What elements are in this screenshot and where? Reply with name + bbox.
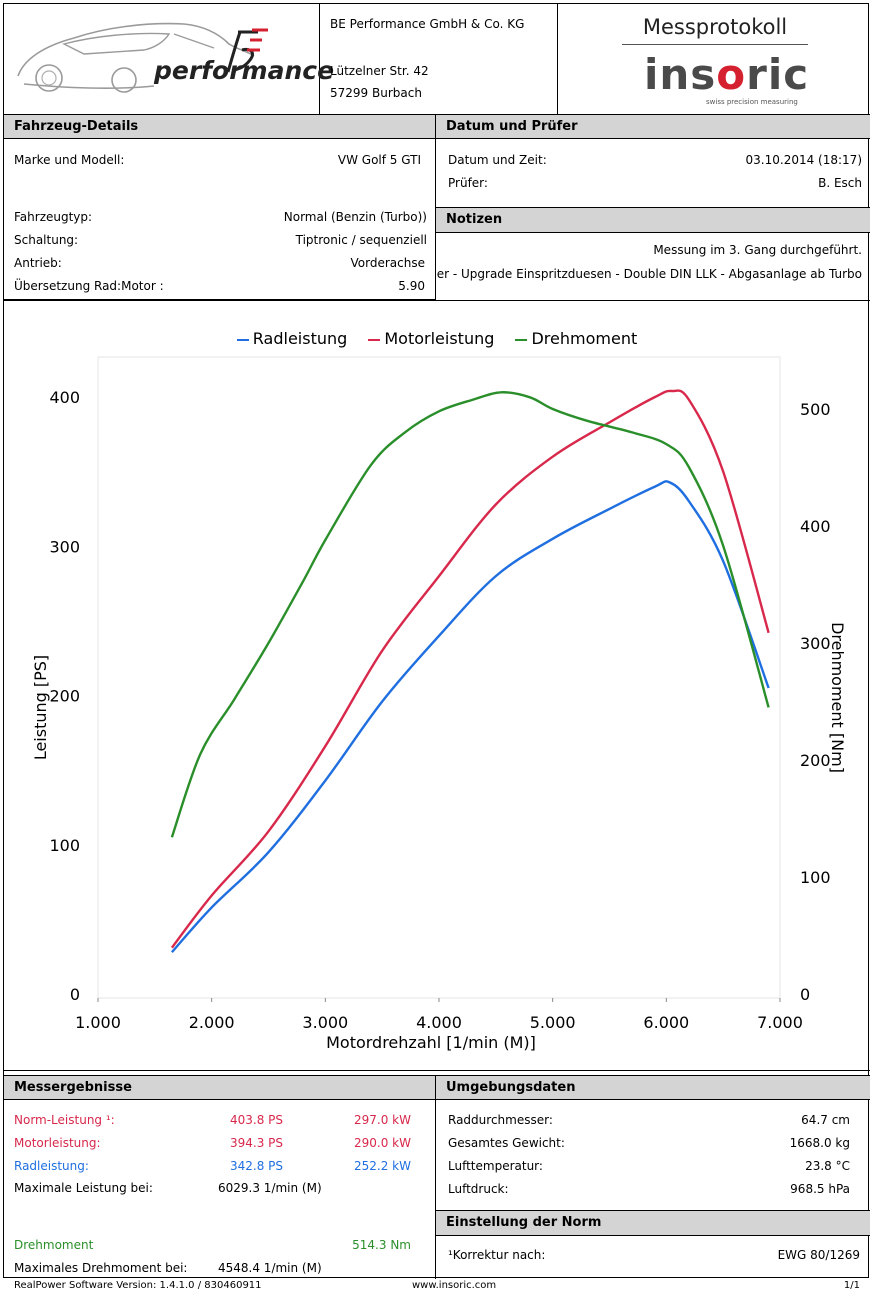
dyno-chart: Radleistung Motorleistung Drehmoment 1.0… — [4, 300, 870, 1071]
vehicle-details-title: Fahrzeug-Details — [4, 115, 435, 139]
y-tick-label: 0 — [70, 985, 80, 1004]
plot-area — [97, 356, 781, 999]
company-city: 57299 Burbach — [330, 86, 422, 100]
y-tick-label: 400 — [49, 388, 80, 407]
insoric-logo-area: Messprotokoll insoric swiss precision me… — [558, 4, 870, 114]
insoric-tagline: swiss precision measuring — [706, 98, 798, 106]
header: performance BE Performance GmbH & Co. KG… — [4, 4, 870, 115]
norm-title: Einstellung der Norm — [436, 1210, 870, 1236]
results-title: Messergebnisse — [4, 1076, 435, 1100]
protocol-title: Messprotokoll — [642, 15, 788, 39]
x-tick-label: 1.000 — [75, 1013, 121, 1032]
y-tick-label: 300 — [49, 537, 80, 556]
y2-tick-label: 400 — [800, 517, 831, 536]
car-silhouette-icon — [17, 22, 268, 93]
y2-tick-label: 200 — [800, 751, 831, 770]
y2-tick-label: 100 — [800, 868, 831, 887]
date-title: Datum und Prüfer — [436, 115, 870, 139]
notes-line-2: er - Upgrade Einspritzduesen - Double DI… — [436, 267, 862, 281]
company-street: Lützelner Str. 42 — [330, 64, 429, 78]
company-name: BE Performance GmbH & Co. KG — [330, 17, 525, 31]
footer-url[interactable]: www.insoric.com — [412, 1280, 497, 1291]
brand-text: performance — [154, 56, 335, 85]
series-line-radleistung — [170, 480, 770, 953]
series-line-motorleistung — [170, 389, 770, 949]
results-panel: Messergebnisse Norm-Leistung ¹: 403.8 PS 2… — [4, 1075, 436, 1279]
x-tick-label: 7.000 — [757, 1013, 803, 1032]
software-version: RealPower Software Version: 1.4.1.0 / 83… — [14, 1280, 262, 1291]
insoric-logo: insoric — [644, 50, 810, 99]
x-tick-label: 2.000 — [189, 1013, 235, 1032]
company-address: BE Performance GmbH & Co. KG Lützelner S… — [320, 4, 558, 114]
legend-item-drehmoment: Drehmoment — [515, 329, 637, 348]
notes-title: Notizen — [436, 207, 870, 233]
be-logo-area: performance — [4, 4, 334, 114]
y2-tick-label: 500 — [800, 400, 831, 419]
x-tick-label: 3.000 — [302, 1013, 348, 1032]
y2-tick-label: 300 — [800, 634, 831, 653]
y2-axis-label: Drehmoment [Nm] — [828, 622, 847, 773]
x-tick-label: 4.000 — [416, 1013, 462, 1032]
environment-title: Umgebungsdaten — [436, 1076, 870, 1100]
x-axis-label: Motordrehzahl [1/min (M)] — [326, 1033, 536, 1052]
vehicle-details-panel: Fahrzeug-Details Marke und Modell: VW Go… — [4, 115, 436, 300]
y-tick-label: 100 — [49, 836, 80, 855]
title-divider — [622, 44, 808, 45]
page-number: 1/1 — [843, 1280, 860, 1291]
legend-item-radleistung: Radleistung — [236, 329, 347, 348]
chart-plot: 1.000 2.000 3.000 4.000 5.000 6.000 7.000 0 100 2… — [31, 356, 847, 1052]
legend-item-motorleistung: Motorleistung — [368, 329, 494, 348]
chart-legend: Radleistung Motorleistung Drehmoment — [4, 329, 870, 348]
y2-tick-label: 0 — [800, 985, 810, 1004]
environment-panel: Umgebungsdaten Raddurchmesser: 64.7 cm Ges… — [436, 1075, 870, 1279]
y-axis-label: Leistung [PS] — [31, 655, 50, 760]
notes-line-1: Messung im 3. Gang durchgeführt. — [653, 243, 862, 257]
protocol-page: performance BE Performance GmbH & Co. KG… — [3, 3, 870, 1279]
y-tick-label: 200 — [49, 687, 80, 706]
x-tick-label: 5.000 — [530, 1013, 576, 1032]
x-tick-label: 6.000 — [643, 1013, 689, 1032]
series-line-drehmoment — [170, 391, 770, 838]
date-notes-panel: Datum und Prüfer Datum und Zeit: 03.10.2… — [436, 115, 870, 300]
